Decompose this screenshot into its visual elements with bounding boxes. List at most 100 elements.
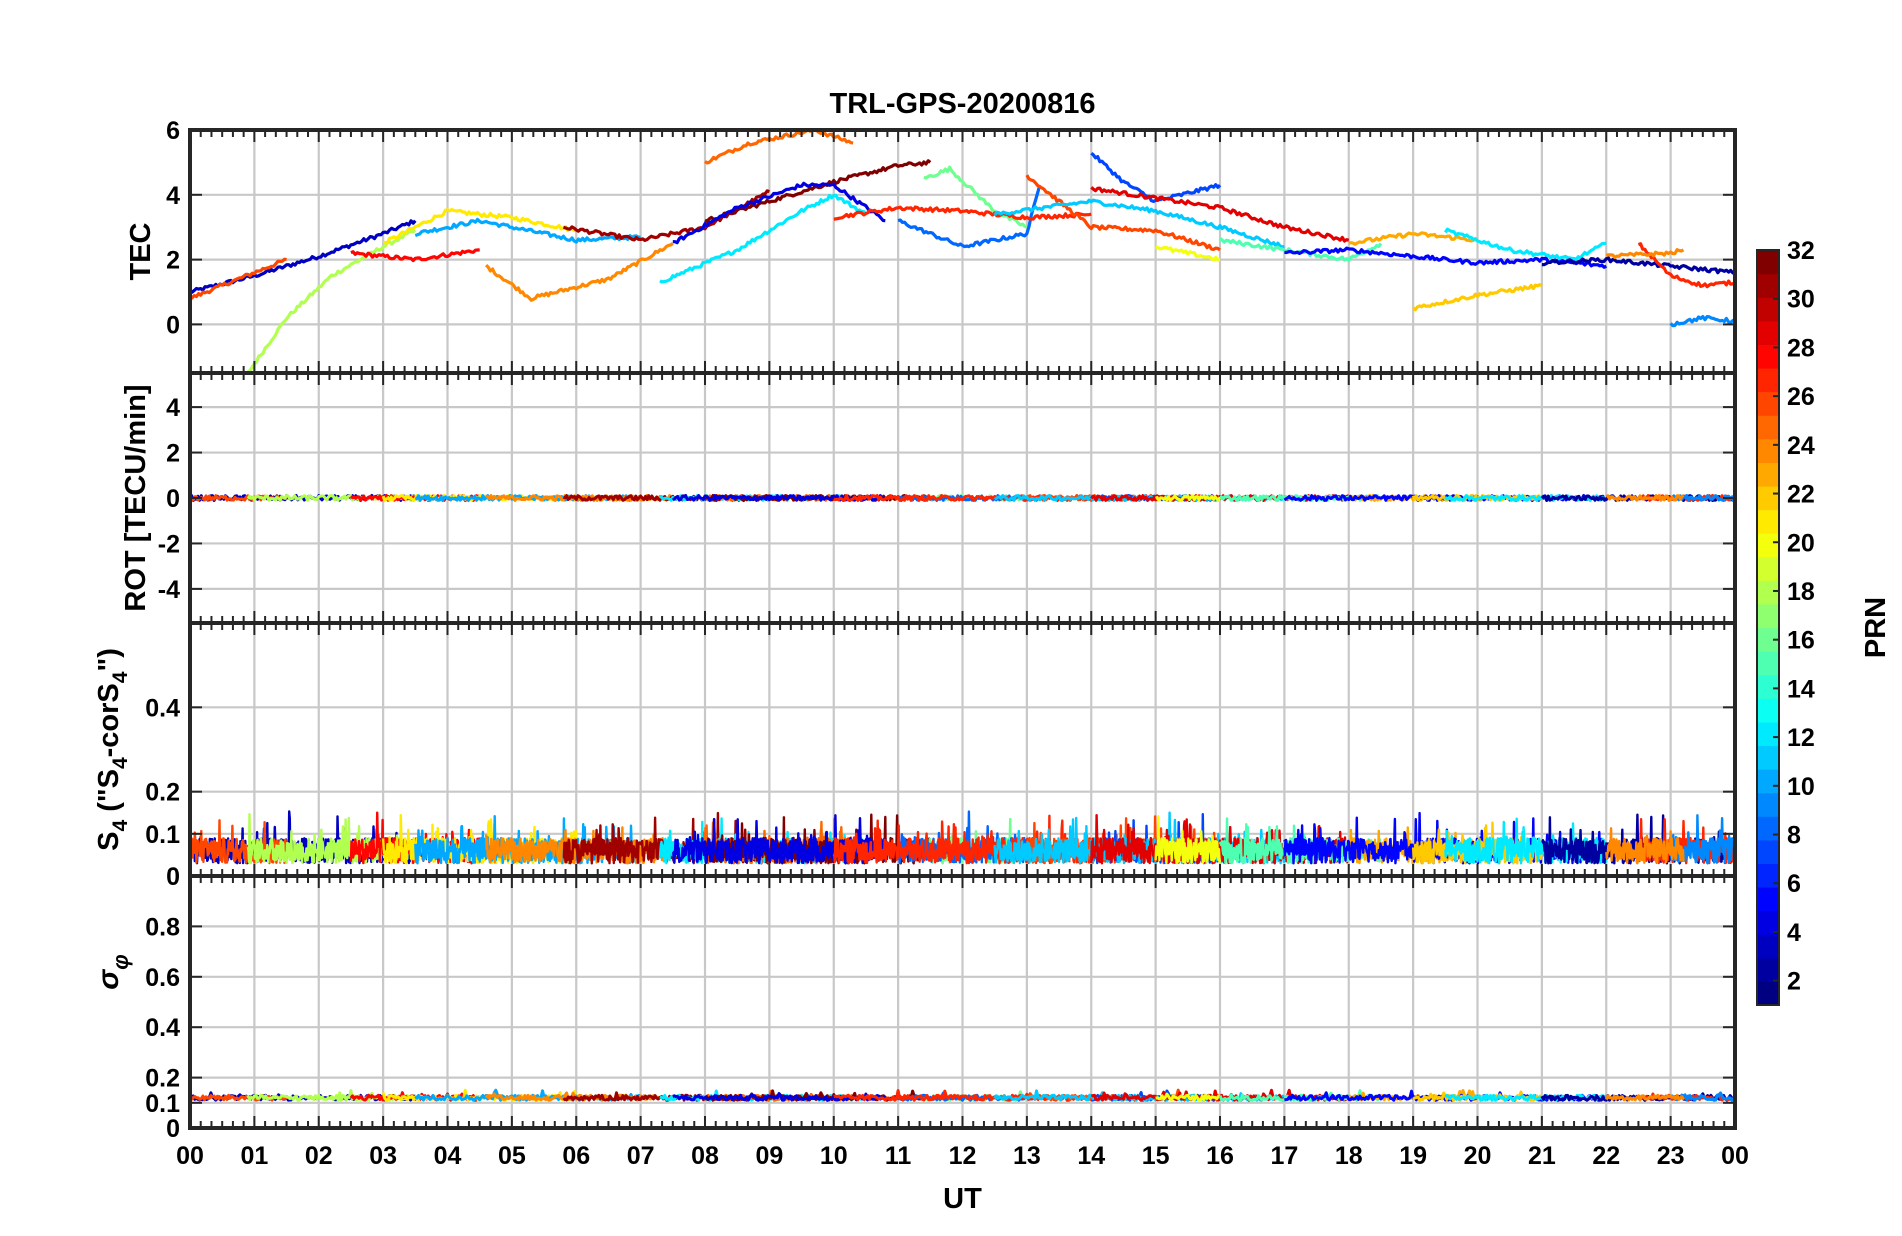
tec-series-prn-8 bbox=[897, 184, 1042, 249]
x-tick-label: 07 bbox=[627, 1142, 655, 1170]
y-axis-label: σφ bbox=[92, 954, 133, 989]
colorbar-step bbox=[1757, 934, 1779, 959]
colorbar-tick-label: 2 bbox=[1787, 968, 1801, 996]
y-tick-label: 0.8 bbox=[145, 913, 180, 941]
tec-series-prn-26 bbox=[190, 257, 287, 301]
y-tick-label: 0.4 bbox=[145, 694, 180, 722]
tec-series-prn-16 bbox=[923, 165, 1028, 229]
s4-series-prn-20 bbox=[1154, 815, 1222, 865]
colorbar-step bbox=[1757, 556, 1779, 581]
x-tick-label: 00 bbox=[176, 1142, 204, 1170]
s4-series-prn-12 bbox=[1444, 817, 1608, 865]
tec-series-prn-4 bbox=[672, 181, 886, 245]
tec-series-prn-22 bbox=[1412, 283, 1543, 312]
tec-series-prn-12 bbox=[659, 193, 868, 284]
y-axis-label: S4 ("S4-corS4") bbox=[93, 648, 132, 851]
x-axis-label: UT bbox=[943, 1183, 982, 1215]
x-tick-label: 15 bbox=[1142, 1142, 1170, 1170]
tec-series-prn-21 bbox=[382, 208, 577, 245]
colorbar-step bbox=[1757, 320, 1779, 345]
y-tick-label: 0.1 bbox=[145, 1090, 180, 1118]
tec-series-prn-28 bbox=[350, 248, 480, 263]
chart-title: TRL-GPS-20200816 bbox=[830, 88, 1096, 120]
colorbar-step bbox=[1757, 250, 1779, 275]
panel-rot: -4 -2 0 2 4 ROT [TECU/min] bbox=[120, 371, 1737, 625]
y-tick-label: 0.4 bbox=[145, 1014, 180, 1042]
x-tick-label: 21 bbox=[1528, 1142, 1556, 1170]
colorbar-step bbox=[1757, 651, 1779, 676]
y-tick-label: 0 bbox=[166, 485, 180, 513]
tec-series-prn-24 bbox=[1605, 248, 1685, 259]
colorbar-step bbox=[1757, 887, 1779, 912]
colorbar-tick-label: 12 bbox=[1787, 724, 1815, 752]
y-tick-label: 0 bbox=[166, 863, 180, 891]
colorbar-step bbox=[1757, 367, 1779, 393]
tec-series-prn-26 bbox=[1025, 174, 1221, 252]
y-tick-label: 4 bbox=[166, 182, 180, 210]
colorbar-tick-label: 26 bbox=[1787, 383, 1815, 411]
colorbar-step bbox=[1757, 863, 1779, 888]
colorbar-step bbox=[1757, 627, 1779, 652]
tec-series-prn-7 bbox=[1090, 151, 1222, 203]
tec-series-prn-10 bbox=[414, 217, 641, 244]
x-tick-label: 13 bbox=[1013, 1142, 1041, 1170]
colorbar-frame bbox=[1756, 249, 1780, 1006]
colorbar-step bbox=[1757, 462, 1779, 487]
panel-sigma_phi: 00.10.2 0.4 0.6 0.8 σφ bbox=[92, 874, 1737, 1143]
rot-series-prn-24 bbox=[1605, 494, 1685, 502]
panel-tec-data bbox=[190, 130, 1735, 373]
y-tick-label: 0 bbox=[166, 1115, 180, 1143]
colorbar-step bbox=[1757, 745, 1779, 770]
colorbar-tick-label: 10 bbox=[1787, 773, 1815, 801]
tec-series-prn-2 bbox=[1541, 256, 1735, 275]
colorbar-step bbox=[1757, 485, 1779, 511]
colorbar-step bbox=[1757, 533, 1779, 558]
colorbar-step bbox=[1757, 816, 1779, 841]
y-tick-label: 0.2 bbox=[145, 1065, 180, 1093]
colorbar-step bbox=[1757, 957, 1779, 983]
y-tick-label: 0.1 bbox=[145, 821, 180, 849]
x-tick-label: 22 bbox=[1592, 1142, 1620, 1170]
colorbar-step bbox=[1757, 580, 1779, 605]
colorbar-tick-label: 16 bbox=[1787, 627, 1815, 655]
tec-series-prn-11 bbox=[993, 198, 1285, 249]
tec-series-prn-25 bbox=[704, 130, 854, 165]
colorbar-step bbox=[1757, 297, 1779, 322]
x-tick-label: 19 bbox=[1399, 1142, 1427, 1170]
colorbar-tick-label: 22 bbox=[1787, 481, 1815, 509]
colorbar-tick-label: 6 bbox=[1787, 870, 1801, 898]
x-tick-label: 11 bbox=[885, 1142, 912, 1170]
colorbar-step bbox=[1757, 839, 1779, 865]
colorbar-step bbox=[1757, 698, 1779, 723]
colorbar-tick-label: 32 bbox=[1787, 237, 1815, 265]
colorbar-tick-label: 8 bbox=[1787, 822, 1801, 850]
s4-series-prn-24 bbox=[1605, 827, 1685, 865]
colorbar-step bbox=[1757, 415, 1779, 440]
tec-series-prn-3 bbox=[190, 219, 417, 294]
rot-series-prn-20 bbox=[1154, 494, 1222, 502]
colorbar-step bbox=[1757, 273, 1779, 298]
x-tick-label: 02 bbox=[305, 1142, 333, 1170]
x-tick-label: 14 bbox=[1077, 1142, 1105, 1170]
colorbar-tick-label: 14 bbox=[1787, 675, 1815, 703]
colorbar-step bbox=[1757, 674, 1779, 699]
x-tick-label: 01 bbox=[240, 1142, 268, 1170]
tec-series-prn-29 bbox=[1090, 186, 1350, 243]
tec-series-prn-31 bbox=[563, 189, 770, 242]
x-tick-label: 12 bbox=[949, 1142, 977, 1170]
x-tick-label: 17 bbox=[1270, 1142, 1298, 1170]
y-tick-label: 2 bbox=[166, 247, 180, 275]
panel-sigma_phi-data bbox=[190, 1088, 1735, 1102]
x-tick-label: 08 bbox=[691, 1142, 719, 1170]
y-tick-label: -2 bbox=[158, 530, 180, 558]
panel-tec: 0 2 4 6 TEC bbox=[125, 117, 1737, 375]
y-tick-label: 2 bbox=[166, 440, 180, 468]
tec-series-prn-23 bbox=[1348, 231, 1479, 246]
x-tick-label: 03 bbox=[369, 1142, 397, 1170]
colorbar-step bbox=[1757, 769, 1779, 794]
colorbar-tick-label: 24 bbox=[1787, 432, 1815, 460]
colorbar-step bbox=[1757, 910, 1779, 935]
x-tick-label: 20 bbox=[1464, 1142, 1492, 1170]
